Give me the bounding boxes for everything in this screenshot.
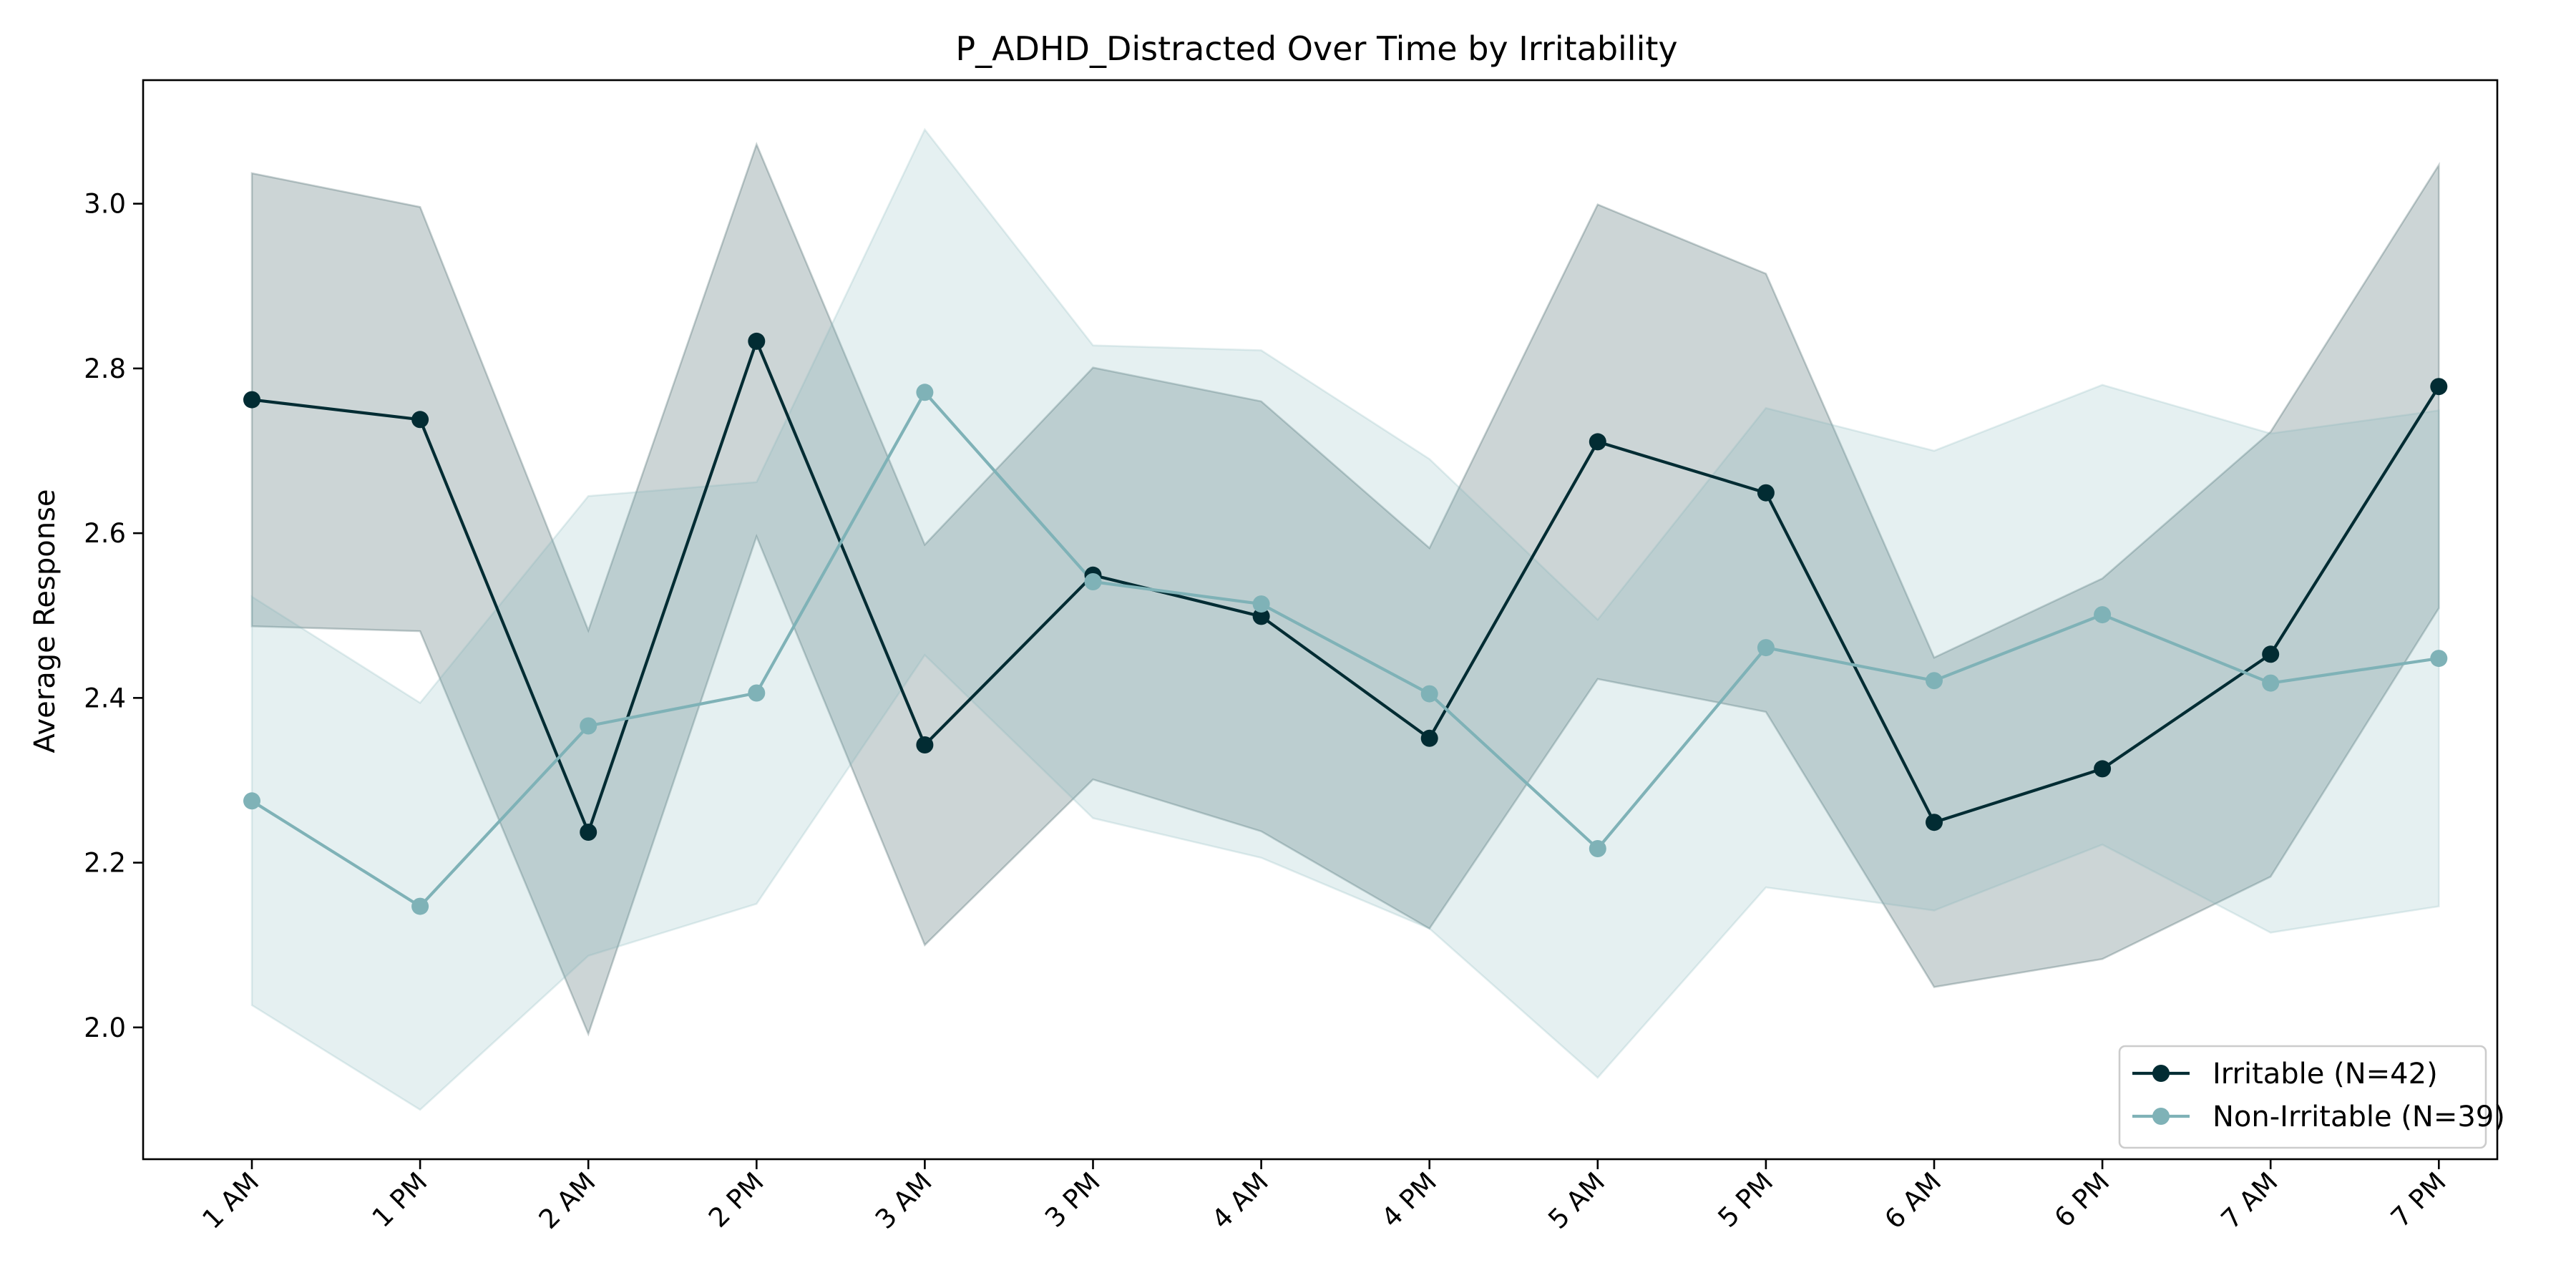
x-tick-label-1-am: 1 AM [197,1166,265,1235]
data-point-irritable-5-pm [1757,484,1775,502]
data-point-irritable-2-am [580,824,597,841]
x-tick-label-1-pm: 1 PM [366,1166,434,1234]
legend-marker-non-irritable [2152,1108,2170,1125]
data-point-irritable-6-am [1926,814,1943,831]
series-line-irritable [251,339,2441,834]
confidence-band-irritable [250,142,2440,1037]
data-point-irritable-4-pm [1420,729,1438,747]
data-point-irritable-1-am [243,391,260,409]
y-axis-ticks: 2.0 2.2 2.4 2.6 2.8 3.0 [84,189,143,1043]
y-tick-label-2-8: 2.8 [84,353,126,384]
data-point-non-irritable-2-pm [748,684,766,702]
x-tick-label-2-am: 2 AM [533,1166,602,1235]
confidence-bands [250,127,2440,1111]
data-point-non-irritable-1-am [243,792,260,810]
chart-title: P_ADHD_Distracted Over Time by Irritabil… [955,29,1677,68]
x-tick-label-5-am: 5 AM [1542,1166,1611,1235]
x-tick-label-3-pm: 3 PM [1039,1166,1106,1234]
x-tick-label-4-pm: 4 PM [1375,1166,1443,1234]
data-point-non-irritable-3-am [916,384,934,401]
plot-area-frame [142,79,2499,1161]
x-tick-label-4-am: 4 AM [1206,1166,1274,1235]
legend-frame [2118,1045,2487,1149]
data-point-non-irritable-7-pm [2430,650,2448,668]
legend-label-non-irritable: Non-Irritable (N=39) [2212,1101,2505,1133]
data-point-non-irritable-4-pm [1420,685,1438,703]
data-point-non-irritable-6-pm [2094,606,2112,624]
data-point-non-irritable-2-am [580,717,597,735]
data-point-irritable-7-am [2262,645,2280,663]
data-point-irritable-7-pm [2430,378,2448,396]
data-point-non-irritable-1-pm [411,897,429,915]
x-tick-label-6-pm: 6 PM [2049,1166,2116,1234]
series-line-non-irritable [250,391,2439,908]
x-tick-label-7-am: 7 AM [2215,1166,2284,1235]
data-points [243,332,2448,915]
data-point-irritable-6-pm [2094,760,2112,778]
data-point-non-irritable-6-am [1926,672,1943,690]
legend: Irritable (N=42) Non-Irritable (N=39) [2118,1045,2505,1149]
y-tick-label-2-6: 2.6 [84,518,126,549]
series-lines [250,339,2441,908]
data-point-non-irritable-5-am [1589,840,1606,857]
data-point-irritable-4-am [1252,608,1270,625]
x-tick-label-7-pm: 7 PM [2385,1166,2452,1234]
data-point-non-irritable-5-pm [1757,639,1775,657]
y-axis-label: Average Response [29,489,62,753]
legend-label-irritable: Irritable (N=42) [2212,1058,2438,1091]
data-point-irritable-3-am [916,736,934,753]
data-point-irritable-1-pm [411,411,429,429]
data-point-non-irritable-4-am [1252,595,1270,613]
x-tick-label-6-am: 6 AM [1879,1166,1948,1235]
x-tick-label-3-am: 3 AM [869,1166,938,1235]
data-point-irritable-5-am [1589,433,1606,451]
y-tick-label-2-4: 2.4 [84,683,126,713]
confidence-band-non-irritable [250,127,2440,1111]
data-point-non-irritable-3-pm [1084,573,1102,590]
y-tick-label-3-0: 3.0 [84,189,126,220]
data-point-non-irritable-7-am [2262,674,2280,692]
y-tick-label-2-2: 2.2 [84,848,126,879]
legend-marker-irritable [2152,1065,2170,1082]
x-tick-label-2-pm: 2 PM [703,1166,770,1234]
x-axis-ticks: 1 AM 1 PM 2 AM 2 PM 3 AM 3 PM 4 AM 4 PM 5 AM 5 PM… [197,1159,2452,1235]
x-tick-label-5-pm: 5 PM [1712,1166,1780,1234]
y-tick-label-2-0: 2.0 [84,1013,126,1043]
data-point-irritable-2-pm [748,332,766,350]
